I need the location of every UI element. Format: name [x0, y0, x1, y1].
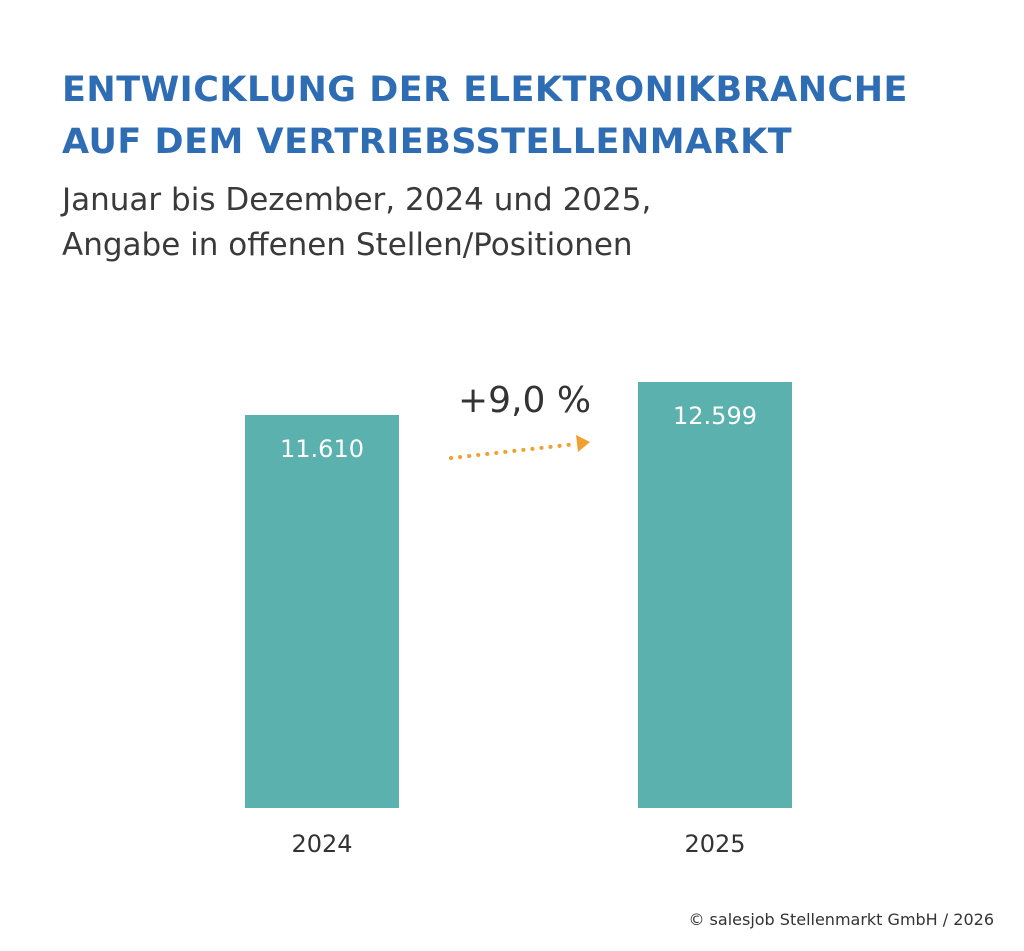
growth-arrow-icon	[449, 435, 590, 460]
chart-title: ENTWICKLUNG DER ELEKTRONIKBRANCHE AUF DEM…	[62, 64, 908, 168]
subtitle-line-2: Angabe in offenen Stellen/Positionen	[62, 227, 633, 263]
chart-subtitle: Januar bis Dezember, 2024 und 2025, Angab…	[62, 178, 651, 268]
bar-2024	[245, 415, 399, 808]
bar-2025	[638, 382, 792, 808]
title-line-2: AUF DEM VERTRIEBSSTELLENMARKT	[62, 122, 793, 162]
x-tick-label-2025: 2025	[684, 830, 746, 858]
title-line-1: ENTWICKLUNG DER ELEKTRONIKBRANCHE	[62, 70, 908, 110]
bar-value-label-2024: 11.610	[280, 435, 364, 464]
bar-value-label-2025: 12.599	[673, 402, 757, 430]
change-annotation: +9,0 %	[458, 380, 592, 421]
subtitle-line-1: Januar bis Dezember, 2024 und 2025,	[62, 182, 652, 218]
copyright-footer: © salesjob Stellenmarkt GmbH / 2026	[688, 910, 994, 929]
x-tick-label-2024: 2024	[291, 830, 353, 858]
